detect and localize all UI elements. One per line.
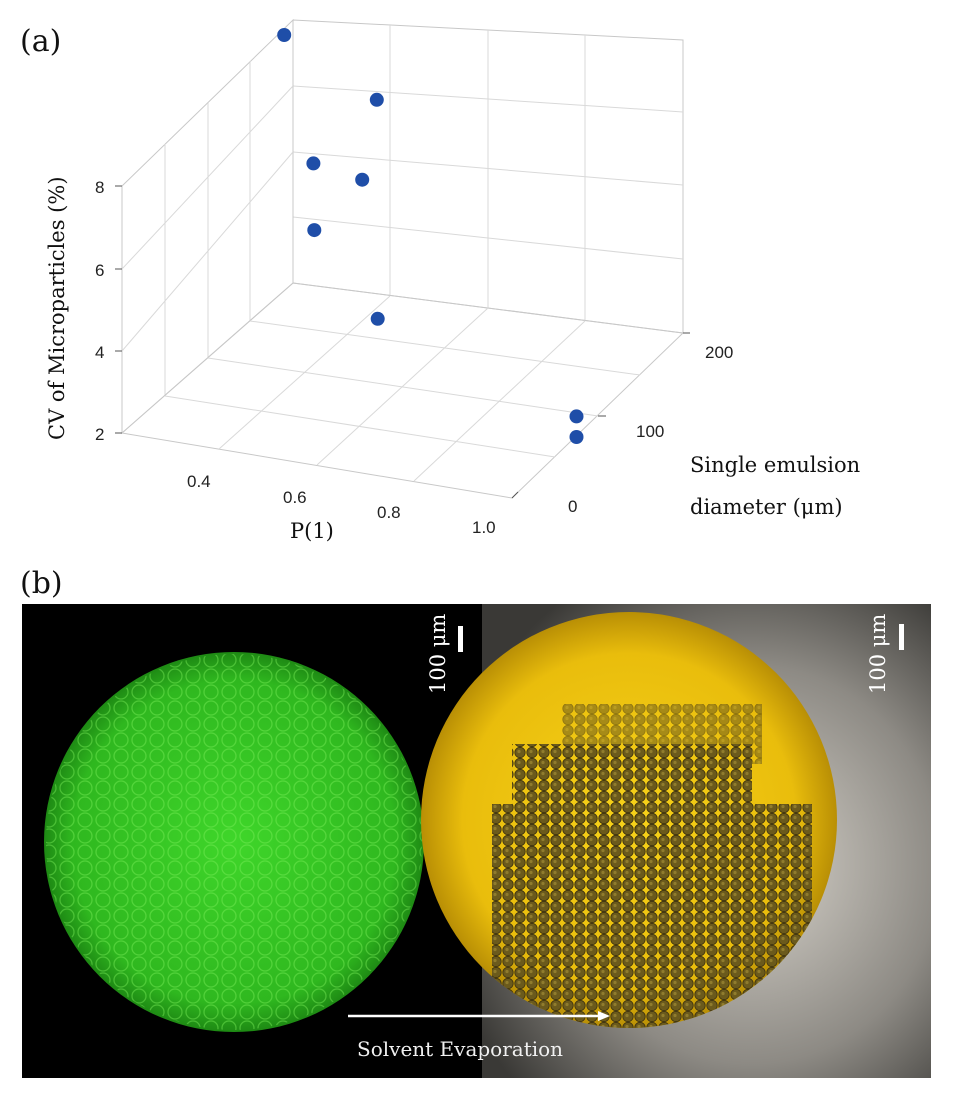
plot-gridlines (121, 18, 685, 499)
data-point (369, 92, 384, 107)
data-point (307, 223, 322, 238)
x-tick-label: 0.6 (283, 488, 307, 507)
scale-label-left: 100 μm (426, 613, 450, 694)
solvent-evaporation-label: Solvent Evaporation (357, 1037, 564, 1061)
x-tick-label: 0.4 (187, 472, 211, 491)
data-point (569, 430, 584, 444)
z-axis-label: CV of Microparticles (%) (45, 176, 69, 440)
y-tick-label: 0 (568, 497, 577, 516)
panel-a-label: (a) (20, 24, 62, 59)
scale-label-right: 100 μm (866, 613, 890, 694)
z-tick-label: 4 (95, 343, 104, 362)
y-tick-label: 100 (636, 422, 664, 441)
data-point (277, 28, 292, 42)
x-axis-label: P(1) (290, 519, 334, 543)
scatter-3d-plot: 8 6 4 2 0.4 0.6 0.8 1.0 0 100 200 P(1) S… (45, 18, 860, 543)
data-point (355, 172, 370, 187)
micrograph-panel: 100 μm 100 μm (22, 604, 931, 1078)
panel-b-label: (b) (20, 566, 63, 601)
z-tick-label: 8 (95, 178, 104, 197)
y-axis-label-line1: Single emulsion (690, 453, 860, 477)
z-tick-label: 6 (95, 261, 104, 280)
data-point (569, 409, 584, 424)
y-axis-label-line2: diameter (μm) (690, 495, 843, 519)
x-tick-label: 1.0 (472, 518, 496, 537)
data-point (306, 156, 321, 171)
z-tick-label: 2 (95, 425, 104, 444)
x-tick-label: 0.8 (377, 503, 401, 522)
scale-bar-left (458, 626, 463, 652)
data-points (277, 28, 584, 444)
scale-bar-right (899, 624, 904, 650)
data-point (370, 311, 385, 326)
y-tick-label: 200 (705, 343, 733, 362)
tick-marks (115, 185, 690, 499)
